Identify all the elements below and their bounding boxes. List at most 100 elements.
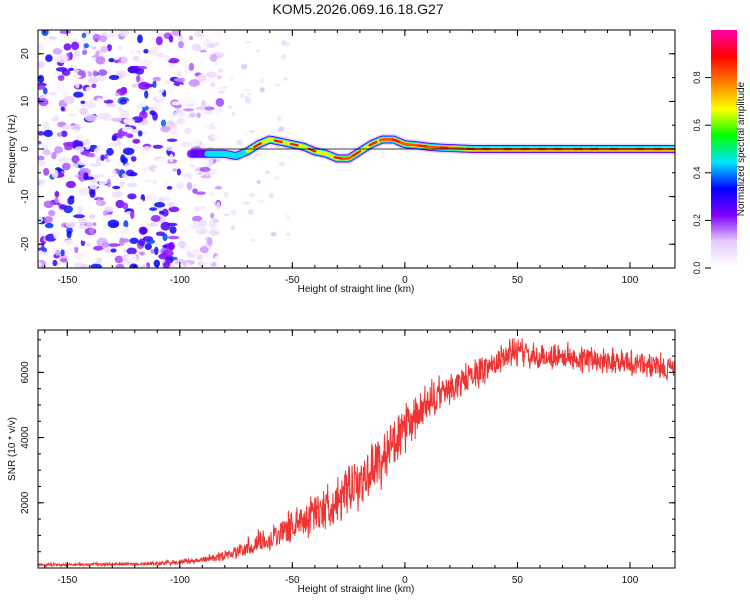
spectrogram-noise-blob [176, 112, 186, 118]
spectrogram-noise-blob [102, 224, 109, 233]
spectrogram-noise-blob [244, 133, 248, 136]
spectrogram-x-ticks: -150 -100 -50 0 50 100 [44, 30, 676, 286]
spectrogram-noise-blob [64, 86, 71, 95]
spectrogram-noise-blob [270, 232, 277, 237]
spectrogram-noise-blob [274, 84, 281, 87]
spectrogram-noise-blob [144, 252, 153, 257]
spectrogram-noise-blob [256, 179, 261, 185]
spectrogram-noise-blob [143, 48, 149, 54]
spectrogram-noise-blob [118, 106, 124, 111]
spectrogram-noise-blob [254, 152, 261, 156]
spectrogram-noise-blob [213, 121, 222, 128]
spectrogram-noise-blob [54, 190, 60, 198]
spectrogram-y-tick-label: 10 [20, 95, 31, 107]
spectrogram-noise-blob [43, 129, 53, 138]
spectrogram-noise-blob [152, 80, 157, 89]
snr-y-tick-label: 6000 [20, 361, 31, 384]
spectrogram-noise-blob [141, 100, 147, 108]
spectrogram-noise-blob [285, 214, 291, 220]
spectrogram-noise-blob [108, 58, 115, 63]
spectrogram-noise-blob [171, 101, 181, 106]
spectrogram-noise-blob [54, 70, 65, 76]
snr-frame [37, 329, 676, 569]
spectrogram-noise-blob [218, 90, 225, 94]
spectrogram-noise-blob [129, 263, 139, 268]
colorbar-tick-label: 0.6 [692, 119, 702, 132]
spectrogram-noise-blob [178, 240, 186, 249]
spectrogram-y-tick-label: 20 [20, 48, 31, 60]
snr-x-tick-label: -100 [170, 575, 190, 586]
spectrogram-noise-blob [249, 192, 255, 198]
spectrogram-noise-blob [106, 147, 114, 156]
spectrogram-noise-blob [192, 170, 199, 175]
snr-x-ticks: -150 -100 -50 0 50 100 [44, 330, 676, 586]
spectrogram-noise-blob [155, 94, 164, 102]
spectrogram-noise-blob [63, 95, 75, 105]
spectrogram-noise-blob [99, 98, 106, 106]
spectrogram-noise-blob [81, 49, 88, 55]
spectrogram-noise-blob [38, 61, 45, 69]
spectrogram-noise-blob [126, 182, 138, 188]
spectrogram-noise-blob [199, 246, 209, 254]
spectrogram-noise-blob [139, 199, 145, 209]
spectrogram-noise-blob [206, 42, 217, 49]
spectrogram-noise-blob [61, 162, 71, 171]
spectrogram-noise-blob [210, 212, 215, 219]
spectrogram-noise-blob [132, 138, 141, 144]
spectrogram-noise-blob [77, 70, 86, 76]
spectrogram-noise-blob [90, 211, 102, 216]
spectrogram-noise-blob [84, 43, 89, 49]
spectrogram-noise-blob [66, 230, 72, 239]
spectrogram-noise-blob [152, 144, 164, 149]
spectrogram-noise-blob [110, 248, 117, 253]
spectrogram-noise-blob [111, 181, 120, 185]
spectrogram-noise-blob [201, 126, 209, 130]
spectrogram-noise-blob [286, 232, 292, 236]
spectrogram-noise-blob [207, 157, 214, 166]
spectrogram-noise-blob [60, 106, 65, 111]
spectrogram-noise-blob [243, 89, 251, 92]
spectrogram-noise-blob [186, 181, 193, 191]
spectrogram-ridge-peak [253, 142, 263, 149]
spectrogram-noise-blob [200, 179, 212, 185]
spectrogram-ridge-peak [352, 150, 362, 157]
spectrogram-noise-blob [93, 245, 104, 251]
spectrogram-noise-blob [244, 98, 252, 104]
spectrogram-noise-blob [204, 255, 213, 264]
spectrogram-noise-blob [156, 158, 169, 164]
spectrogram-noise-blob [194, 76, 203, 80]
spectrogram-noise-blob [280, 54, 287, 60]
spectrogram-noise-blob [41, 30, 49, 37]
spectrogram-noise-blob [129, 178, 139, 184]
spectrogram-noise-blob [43, 167, 50, 176]
spectrogram-noise-blob [213, 219, 219, 223]
spectrogram-noise-blob [38, 140, 42, 145]
spectrogram-noise-blob [89, 227, 95, 234]
spectrogram-noise-blob [125, 169, 135, 177]
spectrogram-noise-blob [96, 257, 103, 264]
spectrogram-noise-blob [104, 153, 109, 160]
spectrogram-noise-blob [259, 87, 265, 93]
spectrogram-noise-blob [123, 249, 128, 253]
spectrogram-noise-blob [68, 113, 78, 117]
spectrogram-noise-blob [119, 30, 129, 37]
spectrogram-noise-blob [150, 214, 161, 222]
spectrogram-noise-blob [56, 132, 63, 137]
spectrogram-noise-blob [194, 31, 205, 38]
spectrogram-noise-blob [102, 93, 109, 101]
spectrogram-noise-blob [86, 30, 95, 34]
spectrogram-noise-blob [39, 251, 48, 256]
spectrogram-noise-blob [70, 41, 80, 51]
spectrogram-noise-blob [164, 163, 171, 171]
spectrogram-noise-blob [73, 128, 81, 137]
spectrogram-noise-blob [155, 172, 160, 182]
spectrogram-noise-blob [265, 170, 270, 174]
spectrogram-noise-blob [130, 156, 137, 162]
spectrogram-noise-blob [142, 146, 152, 152]
spectrogram-noise-blob [214, 185, 223, 190]
spectrogram-noise-blob [95, 56, 106, 65]
spectrogram-noise-blob [38, 241, 42, 248]
spectrogram-noise-blob [144, 179, 151, 184]
spectrogram-noise-blob [163, 54, 171, 62]
spectrogram-noise-blob [146, 38, 155, 48]
